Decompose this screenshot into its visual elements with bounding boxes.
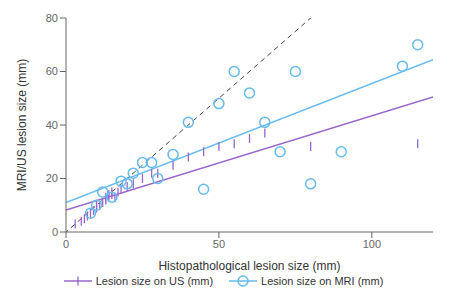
svg-text:MRI/US lesion size (mm): MRI/US lesion size (mm) xyxy=(15,59,29,192)
svg-text:60: 60 xyxy=(46,65,58,77)
html-text:Lesion size on US (mm): Lesion size on US (mm) xyxy=(95,275,213,287)
svg-text:50: 50 xyxy=(213,238,225,250)
svg-text:0: 0 xyxy=(63,238,69,250)
svg-text:40: 40 xyxy=(46,119,58,131)
svg-text:Histopathological lesion size: Histopathological lesion size (mm) xyxy=(158,259,340,273)
svg-text:80: 80 xyxy=(46,12,58,24)
html-text:Lesion size on MRI (mm): Lesion size on MRI (mm) xyxy=(261,275,384,287)
svg-text:20: 20 xyxy=(46,172,58,184)
svg-text:100: 100 xyxy=(363,238,381,250)
svg-text:0: 0 xyxy=(52,226,58,238)
